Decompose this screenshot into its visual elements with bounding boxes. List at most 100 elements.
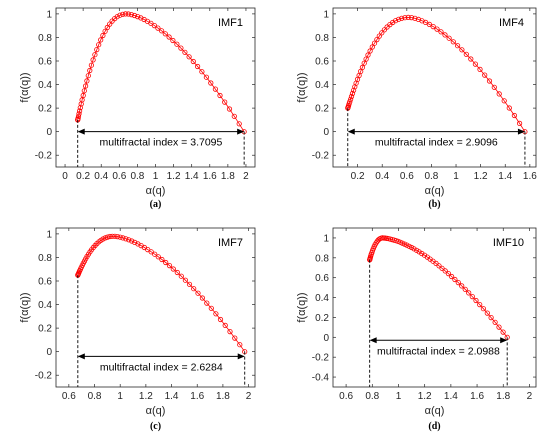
spectrum-point (148, 249, 154, 255)
y-tick-label: 0 (46, 347, 52, 358)
axes-frame (55, 227, 256, 388)
y-tick-label: 0 (323, 333, 329, 344)
x-axis-label: α(q) (425, 185, 445, 197)
spectrum-point (484, 310, 490, 316)
spectrum-point (92, 52, 98, 58)
spectrum-point (88, 62, 95, 68)
x-tick-label: 0.6 (400, 171, 414, 182)
y-tick-label: 1 (323, 9, 329, 20)
spectrum-point (85, 73, 91, 79)
spectrum-point (222, 99, 228, 105)
x-tick-label: 0 (62, 171, 68, 182)
y-tick-label: 0.2 (38, 104, 52, 115)
panel-imf1: 0 0.2 0.4 0.6 0.8 1 1.2 1.4 1.6 1.8 2 -0.2 0 0.2 0.4 0.… (19, 7, 256, 210)
spectrum-point (151, 22, 157, 29)
x-tick-label: 1 (453, 171, 459, 182)
spectrum-point (100, 32, 106, 39)
y-tick-label: 0.6 (315, 57, 329, 68)
spectrum-point (109, 233, 115, 239)
spectrum-point (482, 72, 488, 78)
spectrum-point (361, 60, 367, 66)
spectrum-point (399, 15, 405, 21)
y-tick-label: 0.8 (38, 33, 52, 44)
range-arrow-head-right (500, 337, 508, 344)
spectrum-point (114, 14, 120, 20)
spectrum-point (496, 91, 502, 97)
panel-title: IMF4 (499, 17, 524, 29)
x-tick-label: 2 (527, 391, 533, 402)
spectrum-point (195, 290, 201, 296)
spectrum-point (152, 251, 158, 257)
y-tick-label: 0.6 (38, 277, 52, 288)
spectrum-point (178, 273, 184, 279)
spectrum-point (452, 276, 458, 283)
spectrum-point (90, 57, 96, 63)
x-tick-label: 1 (117, 391, 123, 402)
y-tick-label: 0.4 (315, 80, 329, 91)
y-tick-label: 1 (46, 9, 52, 20)
range-arrow-head-right (237, 353, 245, 360)
panel-title: IMF10 (493, 237, 524, 249)
x-tick-label: 1.2 (474, 171, 488, 182)
spectrum-point (212, 86, 218, 92)
y-axis-label: f(α(q)) (19, 72, 31, 102)
x-axis-label: α(q) (146, 185, 166, 197)
y-tick-label: 0.4 (38, 300, 52, 311)
x-tick-label: 1.4 (444, 391, 458, 402)
spectrum-point (349, 90, 356, 97)
spectrum-point (117, 234, 123, 240)
spectrum-point (411, 246, 417, 252)
spectrum-point (500, 329, 506, 335)
y-tick-label: 0.2 (315, 104, 329, 115)
x-tick-label: 1.8 (496, 391, 510, 402)
spectrum-point (445, 270, 451, 277)
spectrum-point (170, 266, 176, 272)
panel-imf4: 0.2 0.4 0.6 0.8 1 1.2 1.4 1.6 -0.2 0 0.2 0.4 0.6 0.8 1… (296, 7, 537, 210)
range-arrow-head-right (517, 128, 525, 135)
spectrum-point (395, 16, 402, 22)
spectrum-point (237, 342, 243, 348)
y-tick-label: -0.2 (312, 151, 330, 162)
x-tick-label: 1.2 (167, 171, 181, 182)
spectrum-point (102, 235, 108, 241)
spectrum-point (469, 293, 475, 300)
range-arrow-head-left (77, 353, 85, 360)
y-tick-label: -0.2 (312, 353, 330, 364)
x-tick-label: 0.6 (339, 391, 353, 402)
spectrum-point (217, 92, 223, 99)
spectrum-line (369, 237, 508, 338)
spectrum-point (87, 67, 93, 74)
spectrum-point (199, 295, 205, 301)
spectrum-point (222, 322, 228, 328)
x-tick-label: 1.2 (139, 391, 153, 402)
spectrum-point (365, 52, 371, 58)
x-axis-label: α(q) (146, 405, 166, 417)
spectrum-point (120, 11, 126, 17)
spectrum-point (367, 48, 373, 54)
spectrum-point (182, 277, 188, 283)
panel-title: IMF7 (218, 237, 243, 249)
spectrum-point (231, 113, 237, 119)
range-arrow-head-left (369, 337, 377, 344)
spectrum-point (371, 40, 378, 46)
spectrum-point (155, 254, 161, 260)
spectrum-point (236, 121, 242, 127)
spectrum-point (213, 311, 219, 317)
x-tick-label: 1.8 (221, 171, 235, 182)
spectrum-point (174, 269, 180, 276)
spectrum-point (96, 42, 102, 48)
spectrum-point (120, 235, 126, 241)
spectrum-point (450, 39, 456, 45)
x-tick-label: 2 (243, 171, 249, 182)
spectrum-point (227, 328, 233, 335)
spectrum-point (191, 286, 197, 292)
spectrum-point (204, 300, 210, 306)
spectrum-point (155, 25, 161, 31)
multifractal-index-label: multifractal index = 2.0988 (377, 345, 500, 357)
x-tick-label: 0.2 (351, 171, 365, 182)
x-tick-label: 0.8 (88, 391, 102, 402)
axes-frame (332, 227, 537, 388)
spectrum-point (359, 64, 365, 71)
spectrum-point (430, 23, 436, 30)
panel-caption: (c) (150, 421, 161, 432)
